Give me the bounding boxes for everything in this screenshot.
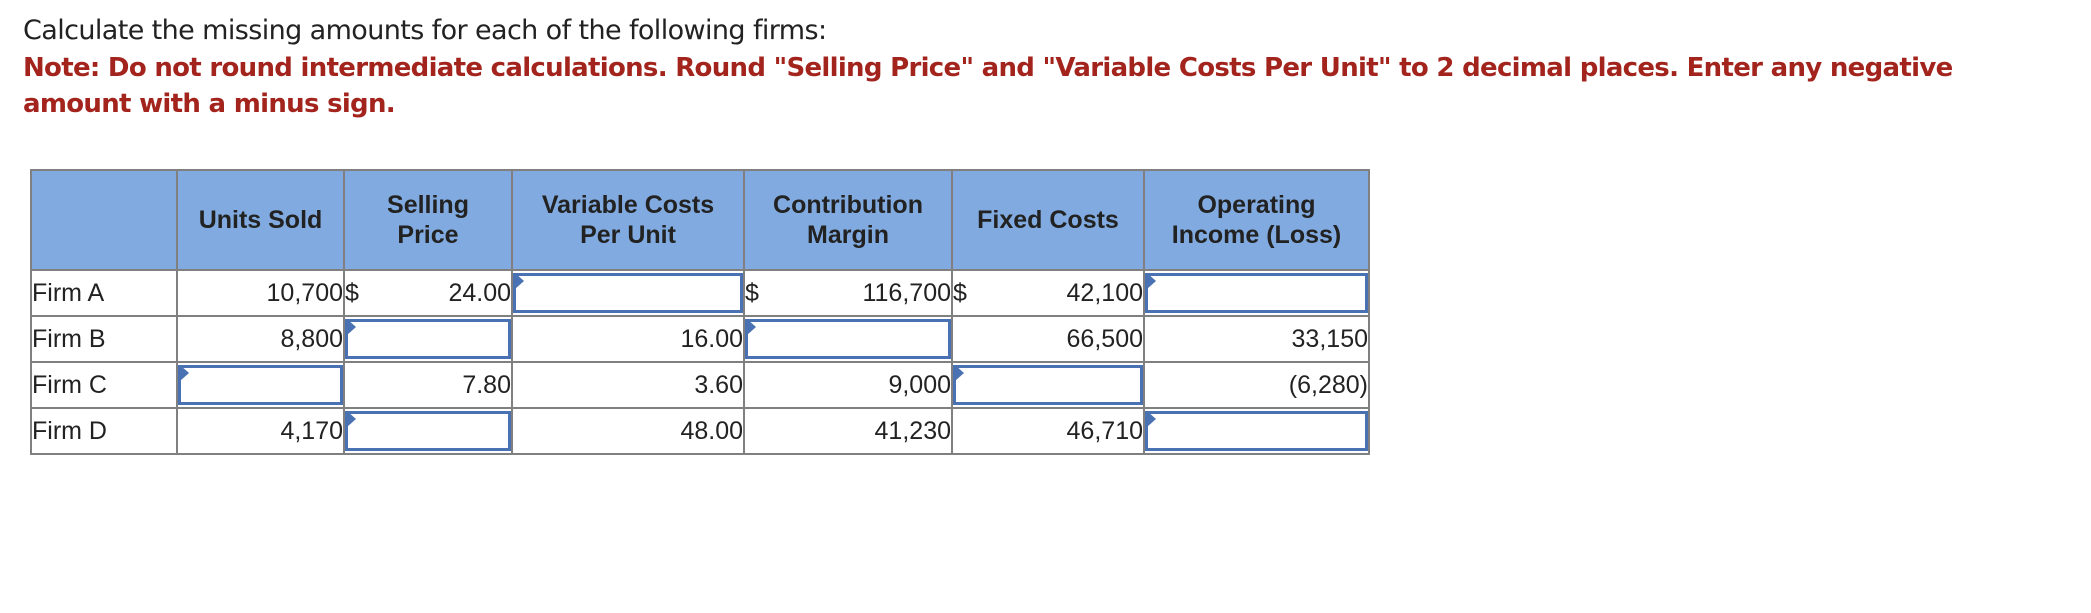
contribution-margin-value: 41,230: [743, 407, 953, 455]
selling-price-input[interactable]: [345, 411, 511, 451]
header-contribution-margin: Contribution Margin: [743, 169, 953, 271]
contribution-margin-value: 9,000: [743, 361, 953, 409]
units-sold-value: 4,170: [176, 407, 345, 455]
operating-income-input-cell[interactable]: [1143, 407, 1370, 455]
operating-income-value: (6,280): [1143, 361, 1370, 409]
header-operating-income: Operating Income (Loss): [1143, 169, 1370, 271]
fixed-costs-input-cell[interactable]: [951, 361, 1145, 409]
selling-price-input[interactable]: [345, 319, 511, 359]
selling-price-input-cell[interactable]: [343, 407, 513, 455]
input-flag-icon: [515, 273, 524, 289]
fixed-costs-input[interactable]: [953, 365, 1143, 405]
question-text: Calculate the missing amounts for each o…: [23, 15, 827, 46]
input-flag-icon: [747, 319, 756, 335]
note-text: Note: Do not round intermediate calculat…: [23, 53, 1953, 119]
header-units-sold: Units Sold: [176, 169, 345, 271]
table-row-firm-b: Firm B 8,800 16.00 66,500 33,150: [30, 315, 1370, 363]
operating-income-input[interactable]: [1145, 411, 1368, 451]
firms-table: Units Sold Selling Price Variable Costs …: [30, 169, 1370, 455]
dollar-sign: $: [953, 278, 967, 307]
operating-income-input[interactable]: [1145, 273, 1368, 313]
contribution-margin-input[interactable]: [745, 319, 951, 359]
input-flag-icon: [955, 365, 964, 381]
operating-income-input-cell[interactable]: [1143, 269, 1370, 317]
table-row-firm-c: Firm C 7.80 3.60 9,000 (6,280): [30, 361, 1370, 409]
selling-price-value: $24.00: [343, 269, 513, 317]
selling-price-value: 7.80: [343, 361, 513, 409]
input-flag-icon: [180, 365, 189, 381]
selling-price-input-cell[interactable]: [343, 315, 513, 363]
fixed-costs-value: 66,500: [951, 315, 1145, 363]
units-sold-value: 10,700: [176, 269, 345, 317]
header-row: Units Sold Selling Price Variable Costs …: [30, 169, 1370, 271]
variable-costs-value: 16.00: [511, 315, 745, 363]
variable-costs-input-cell[interactable]: [511, 269, 745, 317]
header-selling-price: Selling Price: [343, 169, 513, 271]
dollar-sign: $: [745, 278, 759, 307]
instructions: Calculate the missing amounts for each o…: [23, 12, 1973, 122]
contribution-margin-value: $116,700: [743, 269, 953, 317]
units-sold-value: 8,800: [176, 315, 345, 363]
table-row-firm-d: Firm D 4,170 48.00 41,230 46,710: [30, 407, 1370, 455]
fixed-costs-value: $42,100: [951, 269, 1145, 317]
input-flag-icon: [1147, 273, 1156, 289]
variable-costs-input[interactable]: [513, 273, 743, 313]
dollar-sign: $: [345, 278, 359, 307]
input-flag-icon: [1147, 411, 1156, 427]
fixed-costs-value: 46,710: [951, 407, 1145, 455]
input-flag-icon: [347, 319, 356, 335]
firm-name: Firm B: [30, 315, 178, 363]
input-flag-icon: [347, 411, 356, 427]
units-sold-input-cell[interactable]: [176, 361, 345, 409]
firm-name: Firm D: [30, 407, 178, 455]
header-firm: [30, 169, 178, 271]
header-variable-costs: Variable Costs Per Unit: [511, 169, 745, 271]
firm-name: Firm C: [30, 361, 178, 409]
table-row-firm-a: Firm A 10,700 $24.00 $116,700 $42,100: [30, 269, 1370, 317]
contribution-margin-input-cell[interactable]: [743, 315, 953, 363]
firm-name: Firm A: [30, 269, 178, 317]
variable-costs-value: 3.60: [511, 361, 745, 409]
operating-income-value: 33,150: [1143, 315, 1370, 363]
units-sold-input[interactable]: [178, 365, 343, 405]
header-fixed-costs: Fixed Costs: [951, 169, 1145, 271]
variable-costs-value: 48.00: [511, 407, 745, 455]
